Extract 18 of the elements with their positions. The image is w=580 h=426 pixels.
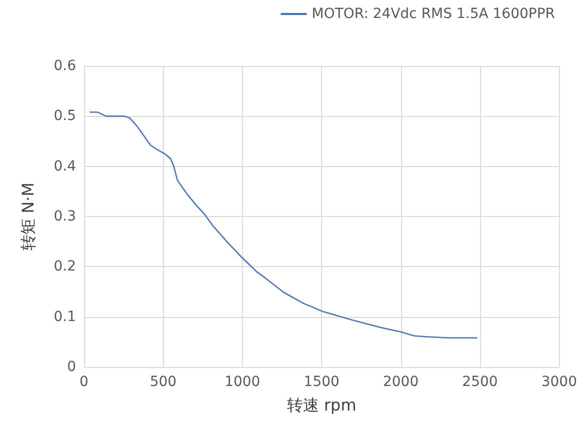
legend-label: MOTOR: 24Vdc RMS 1.5A 1600PPR — [312, 6, 556, 22]
x-axis-title: 转速 rpm — [286, 396, 356, 414]
y-tick-label: 0.1 — [54, 308, 76, 325]
x-tick-label: 0 — [80, 374, 88, 390]
x-tick-label: 1500 — [304, 374, 340, 390]
x-tick-label: 1000 — [224, 374, 260, 390]
x-tick-label: 500 — [150, 374, 177, 390]
y-tick-label: 0.5 — [54, 108, 76, 124]
y-tick-label: 0.4 — [54, 158, 76, 174]
y-tick-label: 0 — [67, 359, 76, 375]
y-tick-label: 0.3 — [54, 208, 76, 224]
x-tick-label: 3000 — [541, 374, 578, 390]
y-tick-label: 0.2 — [54, 258, 76, 275]
y-tick-label: 0.6 — [54, 58, 76, 74]
y-axis-title: 转矩 N·M — [18, 182, 38, 250]
x-tick-label: 2500 — [462, 374, 498, 390]
x-tick-label: 2000 — [382, 374, 419, 390]
line-series — [90, 112, 478, 339]
